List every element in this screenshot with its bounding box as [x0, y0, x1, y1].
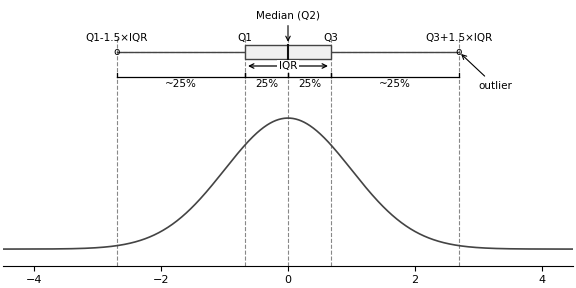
Text: 25%: 25%	[255, 79, 278, 89]
Text: Q1: Q1	[238, 33, 253, 43]
Text: outlier: outlier	[462, 55, 512, 91]
Text: Q1-1.5×IQR: Q1-1.5×IQR	[86, 33, 148, 43]
Text: ~25%: ~25%	[165, 79, 197, 89]
Text: ~25%: ~25%	[379, 79, 411, 89]
Text: Q3: Q3	[323, 33, 338, 43]
Text: o: o	[114, 47, 120, 57]
Text: 25%: 25%	[298, 79, 321, 89]
Bar	[245, 45, 331, 59]
Text: o: o	[456, 47, 462, 57]
Text: IQR: IQR	[279, 61, 297, 71]
Text: Q3+1.5×IQR: Q3+1.5×IQR	[426, 33, 492, 43]
Text: Median (Q2): Median (Q2)	[256, 10, 320, 41]
